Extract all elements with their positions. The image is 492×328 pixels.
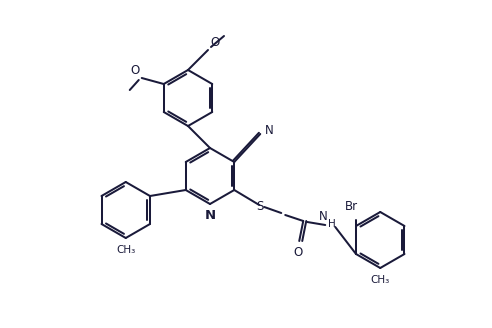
Text: CH₃: CH₃ xyxy=(370,275,390,285)
Text: CH₃: CH₃ xyxy=(116,245,135,255)
Text: O: O xyxy=(130,64,140,77)
Text: O: O xyxy=(294,246,303,259)
Text: H: H xyxy=(328,219,336,229)
Text: Br: Br xyxy=(344,200,358,213)
Text: N: N xyxy=(205,209,215,222)
Text: N: N xyxy=(265,125,274,137)
Text: S: S xyxy=(256,199,264,213)
Text: O: O xyxy=(210,36,219,49)
Text: N: N xyxy=(319,210,328,223)
